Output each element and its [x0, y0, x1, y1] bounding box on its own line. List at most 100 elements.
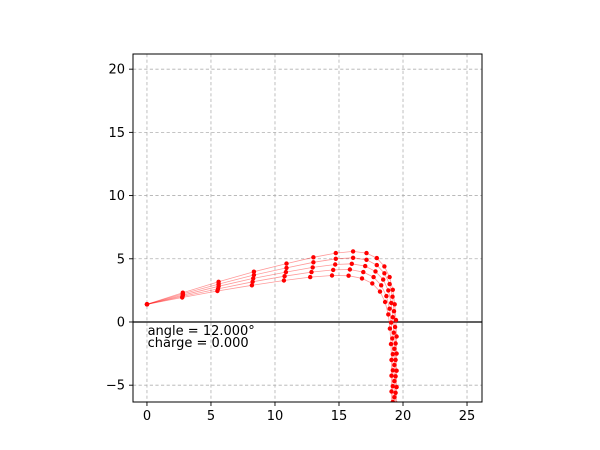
- tick-labels: 0 5 10 15 20 25 −5 0 5 10 15 20: [106, 63, 475, 424]
- trajectory-1-point: [284, 261, 289, 266]
- trajectory-2-point: [392, 324, 398, 330]
- x-tick-label: 5: [207, 409, 215, 424]
- trajectory-4-point: [379, 283, 384, 288]
- trajectory-5-point: [180, 295, 185, 300]
- y-tick-label: 20: [108, 63, 125, 78]
- trajectory-4-point: [250, 279, 255, 284]
- trajectory-5-point: [389, 405, 393, 409]
- trajectory-3-point: [251, 276, 256, 281]
- trajectory-3-point: [390, 315, 395, 320]
- trajectory-3-point: [392, 378, 397, 384]
- trajectory-2-point: [382, 271, 387, 276]
- trajectory-1-point: [394, 351, 399, 356]
- trajectory-5-point: [249, 283, 255, 288]
- trajectory-5-point: [386, 312, 391, 317]
- trajectory-1-point: [251, 269, 257, 274]
- trajectory-3-point: [391, 330, 396, 335]
- trajectory-1-point: [394, 368, 399, 373]
- trajectory-1-point: [394, 334, 399, 339]
- trajectory-3-point: [386, 288, 391, 293]
- trajectory-3-point: [381, 277, 386, 282]
- trajectory-5-line: [146, 275, 392, 402]
- trajectory-2-point: [251, 272, 257, 278]
- y-tick-label: 0: [117, 315, 125, 330]
- trajectory-1-point: [393, 317, 399, 323]
- y-tick-label: 15: [108, 126, 125, 141]
- trajectory-2-point: [393, 341, 398, 346]
- trajectory-4-point: [309, 269, 314, 275]
- trajectory-2-point: [284, 265, 289, 271]
- trajectory-3-point: [283, 269, 289, 275]
- trajectory-5-point: [389, 389, 394, 394]
- trajectory-4-point: [347, 267, 353, 272]
- y-tick-label: −5: [106, 379, 125, 394]
- trajectory-3-point: [392, 395, 397, 400]
- trajectory-5-point: [377, 289, 383, 294]
- trajectory-1-point: [387, 274, 392, 280]
- trajectory-4-point: [390, 336, 395, 341]
- grid-layer: [133, 54, 482, 402]
- trajectory-3-line: [146, 263, 395, 402]
- trajectory-5-point: [359, 276, 365, 281]
- trajectory-2-point: [374, 262, 379, 268]
- trajectory-1-point: [311, 255, 316, 260]
- trajectory-2-point: [350, 255, 356, 260]
- trajectory-1-point: [394, 384, 399, 390]
- trajectory-1-point: [350, 249, 356, 254]
- angle-readout: angle = 12.000°: [148, 324, 255, 339]
- trajectory-5-point: [387, 326, 393, 331]
- y-tick-label: 5: [117, 252, 125, 267]
- trajectory-4-point: [361, 269, 366, 275]
- trajectory-2-point: [393, 374, 398, 379]
- trajectory-5-point: [144, 302, 150, 307]
- trajectory-2-point: [391, 309, 397, 314]
- trajectory-1-point: [374, 255, 379, 261]
- trajectory-5-point: [388, 341, 394, 347]
- y-tick-label: 10: [108, 189, 125, 204]
- trajectory-3-point: [310, 265, 315, 270]
- annotation-text: angle = 12.000°charge = 0.000: [148, 324, 255, 351]
- trajectory-3-point: [333, 262, 338, 267]
- trajectory-5-point: [389, 357, 394, 363]
- trajectory-1-point: [333, 250, 338, 256]
- trajectory-1-point: [382, 264, 387, 269]
- trajectory-2-point: [311, 260, 316, 265]
- trajectory-5-series: [144, 273, 394, 424]
- trajectory-4-point: [389, 320, 394, 325]
- trajectory-5-point: [370, 281, 375, 286]
- trajectory-3-point: [349, 261, 354, 266]
- x-tick-label: 10: [267, 409, 284, 424]
- trajectory-2-line: [146, 257, 397, 402]
- trajectory-1-point: [364, 250, 369, 256]
- trajectory-4-point: [331, 267, 336, 273]
- trajectory-4-point: [390, 399, 395, 402]
- trajectory-2-point: [390, 294, 395, 299]
- trajectory-5-point: [382, 299, 388, 305]
- trajectory-3-point: [389, 300, 394, 306]
- plot-area: [133, 54, 482, 402]
- trajectory-1-line: [146, 250, 398, 402]
- x-tick-label: 20: [395, 409, 412, 424]
- trajectory-5-point: [329, 273, 335, 278]
- trajectory-4-point: [387, 306, 392, 311]
- trajectory-4-point: [390, 368, 395, 373]
- trajectory-4-point: [282, 274, 287, 279]
- trajectory-1-point: [392, 302, 397, 307]
- trajectory-5-point: [308, 274, 313, 280]
- trajectory-5-point: [281, 278, 287, 283]
- x-tick-label: 0: [143, 409, 151, 424]
- trajectory-2-point: [393, 390, 398, 395]
- trajectory-4-point: [371, 274, 376, 280]
- trajectory-5-point: [389, 373, 394, 378]
- trajectory-3-point: [392, 362, 397, 368]
- trajectory-2-point: [364, 257, 369, 262]
- trajectory-2-point: [393, 357, 398, 363]
- trajectory-5-point: [389, 420, 393, 424]
- trajectory-5-point: [346, 273, 351, 278]
- trajectory-3-point: [363, 263, 368, 269]
- trajectory-4-line: [146, 269, 394, 402]
- trajectory-4-point: [390, 352, 395, 357]
- trajectory-2-point: [387, 281, 392, 287]
